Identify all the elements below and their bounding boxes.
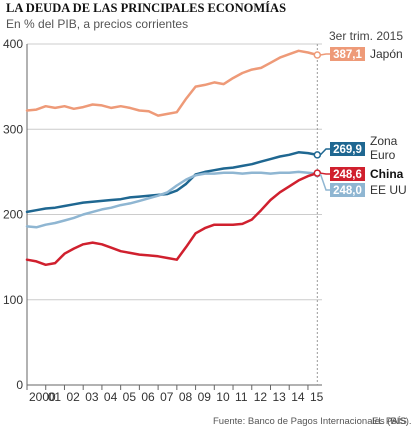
x-tick-label: 06 — [141, 390, 155, 404]
value-badge — [330, 183, 365, 197]
value-badge-text: 248,6 — [333, 169, 362, 181]
series-lines — [25, 49, 322, 267]
x-tick-label: 13 — [272, 390, 286, 404]
series-name-label: Japón — [370, 47, 403, 61]
label-connector — [319, 148, 330, 156]
x-tick-label: 2000 — [29, 390, 56, 404]
x-tick-label: 03 — [85, 390, 99, 404]
chart-title: LA DEUDA DE LAS PRINCIPALES ECONOMÍAS — [6, 1, 286, 15]
y-tick-label: 200 — [3, 208, 23, 222]
x-tick-label: 14 — [291, 390, 305, 404]
x-tick-label: 05 — [123, 390, 137, 404]
x-tick-label: 04 — [104, 390, 118, 404]
x-tick-label: 09 — [198, 390, 212, 404]
value-badge-text: 248,0 — [333, 185, 362, 197]
x-tick-label: 12 — [254, 390, 268, 404]
value-badge — [330, 142, 365, 156]
source-note: Fuente: Banco de Pagos Internacionales (… — [213, 416, 412, 427]
series-name-label: Zona — [370, 134, 398, 148]
y-tick-label: 400 — [3, 37, 23, 51]
gridlines — [26, 43, 322, 386]
end-point-marker — [313, 51, 322, 59]
x-tick-label: 07 — [160, 390, 174, 404]
value-badge — [330, 167, 365, 181]
x-tick-label: 11 — [235, 390, 248, 404]
x-tick-label: 15 — [310, 390, 324, 404]
x-tick-label: 01 — [48, 390, 62, 404]
label-connector — [319, 173, 330, 191]
value-badge — [330, 47, 365, 61]
latest-quarter-note: 3er trim. 2015 — [329, 29, 403, 43]
x-tick-label: 08 — [179, 390, 193, 404]
series-line — [25, 151, 319, 214]
y-axis: 0 100 200 300 400 — [3, 37, 23, 392]
x-tick-label: 02 — [66, 390, 80, 404]
y-tick-label: 0 — [16, 378, 23, 392]
series-name-label: China — [370, 167, 404, 181]
series-name-label: EE UU — [370, 183, 407, 197]
value-badge-text: 387,1 — [333, 49, 362, 61]
label-connector — [320, 53, 330, 56]
chart-subtitle: En % del PIB, a precios corrientes — [6, 17, 188, 31]
x-tick-label: 10 — [216, 390, 230, 404]
series-line — [25, 171, 319, 267]
series-name-label: Euro — [370, 148, 396, 162]
label-connector — [320, 172, 330, 175]
value-badge-text: 269,9 — [333, 144, 362, 156]
y-tick-label: 100 — [3, 293, 23, 307]
end-point-marker — [313, 151, 322, 159]
series-line — [25, 49, 319, 117]
series-line — [25, 170, 319, 229]
credit: EL PAÍS — [372, 416, 407, 427]
y-tick-label: 300 — [3, 122, 23, 136]
end-point-marker — [313, 169, 322, 177]
